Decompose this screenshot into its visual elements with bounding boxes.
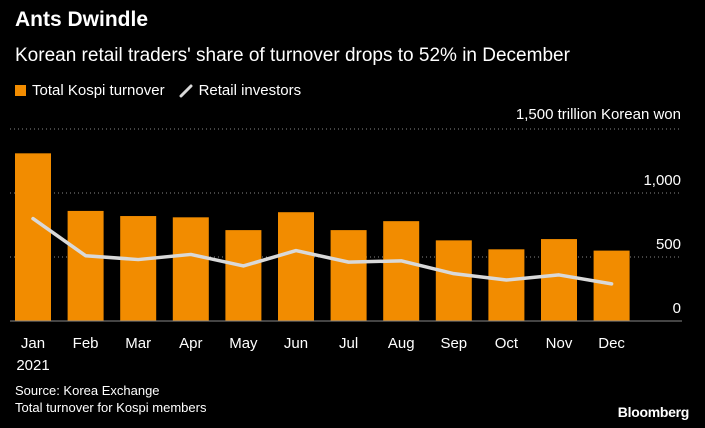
bar-feb xyxy=(67,210,104,321)
bar-sep xyxy=(435,240,472,321)
x-tick-label-jan: Jan xyxy=(21,335,45,352)
x-tick-label-jun: Jun xyxy=(284,335,308,352)
source-note: Source: Korea Exchange Total turnover fo… xyxy=(15,382,206,416)
chart-title: Ants Dwindle xyxy=(15,8,149,31)
chart-legend: Total Kospi turnover Retail investors xyxy=(15,82,315,99)
x-tick-label-apr: Apr xyxy=(179,335,202,352)
bar-dec xyxy=(593,250,630,321)
x-tick-year-label: 2021 xyxy=(16,357,49,374)
legend-item-retail-investors: Retail investors xyxy=(179,82,302,99)
y-tick-label-500: 500 xyxy=(656,236,681,253)
bar-swatch-icon xyxy=(15,85,26,96)
legend-label-total-turnover: Total Kospi turnover xyxy=(32,82,165,99)
chart-subtitle: Korean retail traders' share of turnover… xyxy=(15,45,570,66)
legend-label-retail-investors: Retail investors xyxy=(198,82,302,99)
x-tick-label-oct: Oct xyxy=(495,335,519,352)
x-tick-label-nov: Nov xyxy=(546,335,573,352)
source-line: Source: Korea Exchange xyxy=(15,383,160,398)
bar-may xyxy=(225,230,262,321)
bloomberg-logo: Bloomberg xyxy=(617,404,690,420)
bar-mar xyxy=(120,216,157,321)
x-tick-label-mar: Mar xyxy=(125,335,151,352)
bar-nov xyxy=(541,239,577,321)
bar-oct xyxy=(488,249,525,321)
x-tick-label-may: May xyxy=(229,335,258,352)
x-tick-label-sep: Sep xyxy=(440,335,467,352)
bar-aug xyxy=(383,221,420,321)
y-axis-unit-label: 1,500 trillion Korean won xyxy=(515,106,681,123)
y-tick-label-0: 0 xyxy=(673,300,681,317)
footnote-line: Total turnover for Kospi members xyxy=(15,400,207,415)
y-tick-label-1000: 1,000 xyxy=(643,172,681,189)
x-tick-label-feb: Feb xyxy=(73,335,99,352)
retail-investors-line xyxy=(31,216,614,286)
x-tick-label-dec: Dec xyxy=(598,335,625,352)
legend-item-total-turnover: Total Kospi turnover xyxy=(15,82,165,99)
bar-apr xyxy=(172,217,209,321)
bar-jan xyxy=(15,153,51,321)
line-swatch-icon xyxy=(179,84,193,97)
bar-jul xyxy=(330,230,367,321)
x-tick-label-jul: Jul xyxy=(339,335,358,352)
x-tick-label-aug: Aug xyxy=(388,335,415,352)
bar-jun xyxy=(278,212,314,321)
